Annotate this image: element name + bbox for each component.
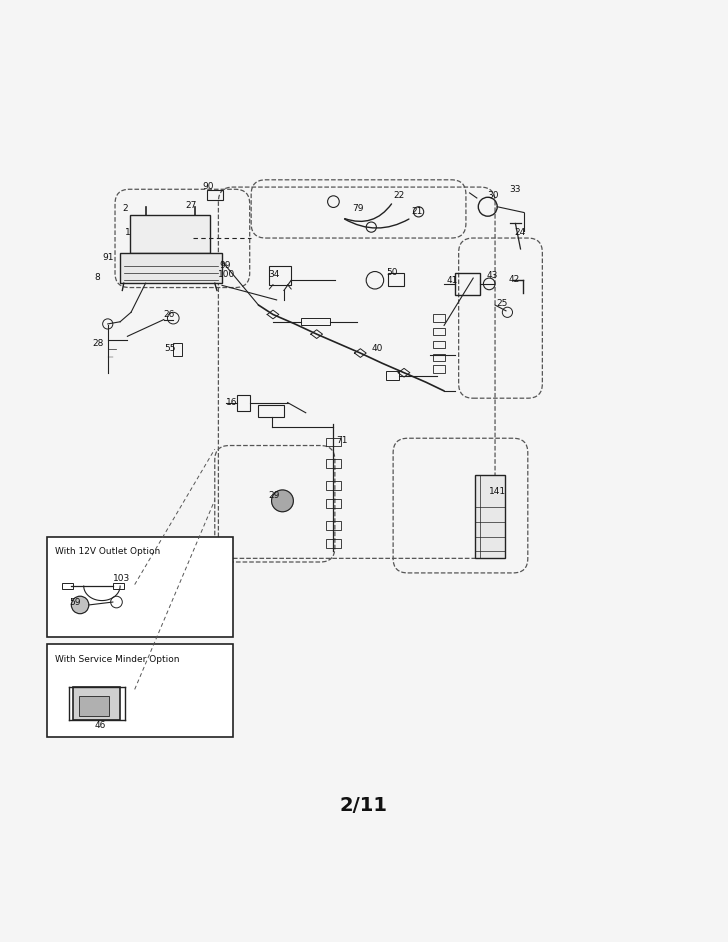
Bar (62, 583, 73, 589)
Text: 59: 59 (69, 597, 81, 607)
Text: 46: 46 (95, 722, 106, 730)
Bar (326, 540, 341, 548)
Bar (237, 395, 250, 411)
Bar (113, 583, 124, 589)
Text: 41: 41 (447, 276, 459, 284)
Text: 79: 79 (352, 204, 364, 214)
Bar (388, 273, 404, 286)
Circle shape (71, 596, 89, 613)
Text: 29: 29 (268, 491, 280, 500)
Bar (47, 644, 233, 737)
Text: 91: 91 (102, 253, 114, 262)
Text: 1: 1 (125, 229, 131, 237)
Bar (433, 328, 445, 334)
Bar (269, 267, 291, 284)
Bar (207, 190, 223, 201)
Bar (79, 696, 109, 716)
Bar (433, 365, 445, 373)
Bar (326, 499, 341, 508)
Bar (73, 688, 120, 720)
Text: 33: 33 (510, 185, 521, 194)
Bar (455, 273, 480, 295)
Bar (326, 481, 341, 490)
Bar (130, 215, 210, 252)
Bar (326, 437, 341, 447)
Text: 103: 103 (113, 575, 130, 583)
Text: 8: 8 (95, 273, 100, 282)
Bar (173, 343, 182, 356)
Text: 2: 2 (122, 204, 128, 214)
Bar (301, 318, 330, 325)
Bar (433, 354, 445, 361)
Circle shape (272, 490, 293, 512)
Bar (475, 475, 505, 559)
Text: 141: 141 (489, 487, 507, 495)
Text: 30: 30 (488, 190, 499, 200)
Text: 21: 21 (411, 207, 423, 217)
Text: 22: 22 (393, 191, 404, 201)
Text: With Service Minder Option: With Service Minder Option (55, 656, 179, 664)
Text: 2/11: 2/11 (340, 796, 388, 816)
Text: 42: 42 (508, 275, 519, 284)
Text: 16: 16 (226, 398, 238, 407)
Text: 71: 71 (336, 436, 348, 445)
Text: With 12V Outlet Option: With 12V Outlet Option (55, 547, 160, 557)
Bar (47, 537, 233, 637)
Text: 24: 24 (514, 228, 525, 236)
Text: 55: 55 (164, 344, 175, 353)
Text: 90: 90 (202, 182, 214, 191)
Bar (433, 315, 445, 322)
Bar (258, 405, 284, 417)
Bar (433, 341, 445, 348)
Text: 34: 34 (268, 270, 280, 279)
Text: 43: 43 (486, 271, 498, 281)
Text: 40: 40 (371, 344, 383, 353)
Text: 26: 26 (163, 310, 175, 319)
Bar (326, 521, 341, 530)
Text: 99: 99 (220, 261, 232, 270)
Text: 25: 25 (496, 299, 508, 308)
Bar (326, 460, 341, 468)
Text: 100: 100 (218, 270, 236, 279)
Bar (386, 371, 399, 380)
Text: 50: 50 (386, 268, 397, 277)
Text: 27: 27 (185, 201, 197, 210)
Text: 28: 28 (92, 339, 104, 349)
Bar (120, 252, 222, 284)
